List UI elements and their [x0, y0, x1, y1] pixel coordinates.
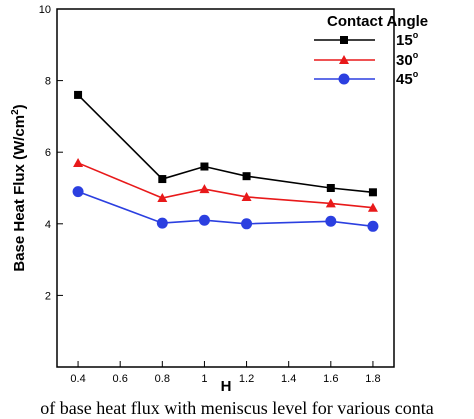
- x-tick-label: 0.6: [113, 373, 128, 385]
- data-point: [325, 215, 337, 227]
- y-tick-label: 4: [45, 219, 51, 231]
- y-axis-label-text: Base Heat Flux (W/cm: [11, 115, 28, 272]
- x-tick-label: 1.6: [323, 373, 338, 385]
- data-point: [325, 198, 336, 208]
- series-15: [74, 90, 377, 197]
- legend-label: 15o: [396, 30, 419, 49]
- data-point: [74, 90, 83, 99]
- y-axis-label-end: ): [11, 104, 28, 109]
- data-point: [241, 191, 252, 201]
- data-point: [326, 184, 335, 192]
- y-tick-label: 10: [39, 4, 51, 16]
- data-point: [157, 193, 168, 203]
- series-layer: [72, 90, 379, 232]
- data-point: [158, 175, 167, 184]
- x-tick-label: 0.8: [155, 373, 170, 385]
- legend-title: Contact Angle: [327, 13, 428, 30]
- x-tick-label: 1.2: [239, 373, 254, 385]
- data-point: [198, 214, 210, 226]
- legend-marker: [338, 73, 350, 85]
- data-point: [200, 162, 209, 171]
- data-point: [368, 188, 377, 197]
- data-point: [72, 186, 84, 198]
- x-axis-label: H: [221, 378, 232, 395]
- y-tick-label: 2: [45, 290, 51, 302]
- y-tick-label: 6: [45, 147, 51, 159]
- series-45: [72, 186, 379, 232]
- x-tick-label: 1.4: [281, 373, 296, 385]
- y-axis-label-sup: 2: [10, 109, 21, 115]
- series-30: [73, 157, 378, 212]
- plot-frame: [56, 8, 395, 368]
- data-point: [241, 218, 253, 230]
- legend-marker: [339, 55, 349, 64]
- data-point: [73, 157, 84, 167]
- figure-caption: of base heat flux with meniscus level fo…: [40, 398, 434, 418]
- data-point: [367, 202, 378, 212]
- x-tick-label: 1.8: [365, 373, 380, 385]
- data-point: [367, 220, 379, 232]
- data-point: [199, 184, 210, 194]
- series-line: [77, 162, 374, 209]
- y-tick-label: 8: [45, 76, 51, 88]
- series-line: [77, 190, 374, 228]
- series-line: [77, 94, 374, 194]
- data-point: [156, 217, 168, 229]
- data-point: [242, 172, 251, 181]
- y-axis-label: Base Heat Flux (W/cm2): [10, 104, 28, 271]
- x-tick-label: 0.4: [70, 373, 85, 385]
- axis-ticks: 0.4 0.6 0.8 1 1.2 1.4 1.6 1.8 2 4 6 8 10: [39, 4, 381, 385]
- legend-label: 45o: [396, 69, 419, 88]
- legend-label: 30o: [396, 50, 419, 69]
- x-tick-label: 1: [201, 373, 207, 385]
- legend-marker: [340, 36, 348, 44]
